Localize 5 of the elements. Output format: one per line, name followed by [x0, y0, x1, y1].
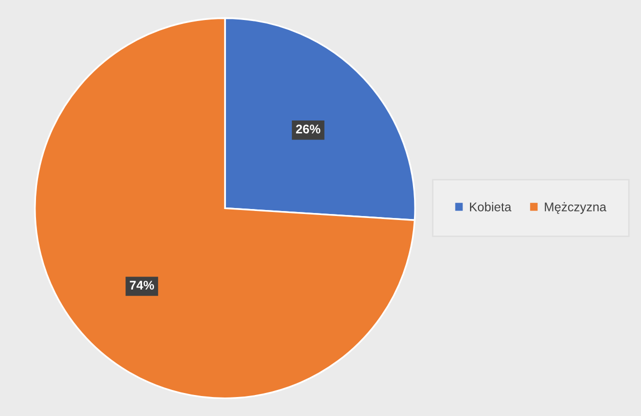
data-label: 26% — [296, 124, 320, 134]
pie-slice — [34, 17, 416, 400]
data-label: 74% — [130, 280, 154, 290]
legend-label: Kobieta — [470, 202, 512, 212]
legend-label: Mężczyzna — [544, 202, 606, 214]
